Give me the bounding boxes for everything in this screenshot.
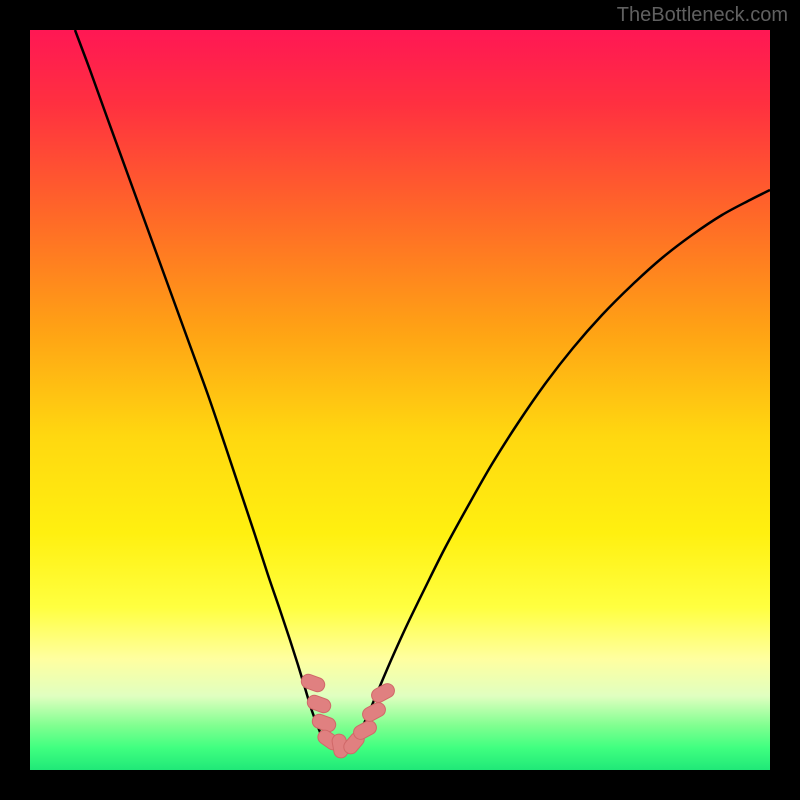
left-curve bbox=[75, 30, 323, 740]
marker-capsule bbox=[305, 693, 332, 714]
watermark-text: TheBottleneck.com bbox=[617, 4, 788, 27]
right-curve bbox=[357, 190, 770, 740]
marker-capsule bbox=[299, 672, 326, 693]
curve-layer bbox=[30, 30, 770, 770]
plot-area bbox=[30, 30, 770, 770]
